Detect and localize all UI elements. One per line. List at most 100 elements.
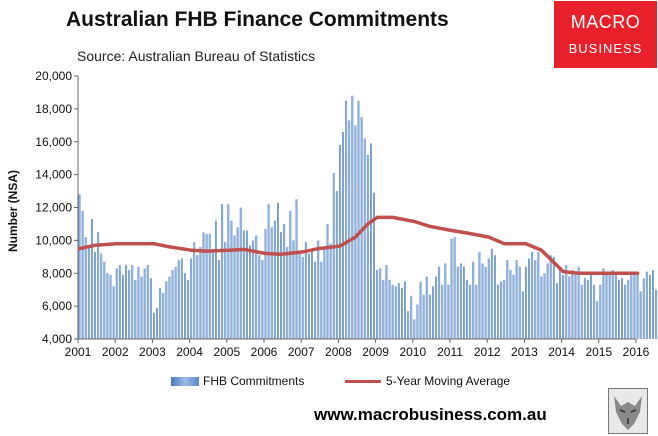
bar xyxy=(196,255,199,339)
legend-bar-swatch xyxy=(171,377,199,386)
bar xyxy=(245,230,248,339)
bar xyxy=(159,288,162,339)
logo-text-bottom: BUSINESS xyxy=(568,41,643,56)
chart-subtitle: Source: Australian Bureau of Statistics xyxy=(77,48,316,64)
x-tick-label: 2010 xyxy=(399,345,426,359)
x-tick-label: 2015 xyxy=(585,345,612,359)
bar xyxy=(466,279,469,339)
bar xyxy=(354,125,357,339)
bar xyxy=(187,279,190,339)
legend-label-fhb: FHB Commitments xyxy=(203,374,305,388)
bar xyxy=(521,291,524,339)
bar xyxy=(342,131,345,339)
bar xyxy=(571,269,574,339)
x-tick-label: 2012 xyxy=(474,345,501,359)
bar xyxy=(624,284,627,339)
bar xyxy=(599,284,602,339)
bar xyxy=(249,245,252,339)
y-tick-label: 18,000 xyxy=(35,102,72,116)
bar xyxy=(639,291,642,339)
x-tick-label: 2013 xyxy=(511,345,538,359)
bar xyxy=(286,246,289,339)
bar xyxy=(391,284,394,339)
bar xyxy=(441,284,444,339)
bar xyxy=(298,253,301,339)
bar xyxy=(329,243,332,339)
bar xyxy=(103,261,106,339)
bar xyxy=(143,268,146,339)
y-tick-label: 20,000 xyxy=(35,69,72,83)
bar xyxy=(528,258,531,339)
bar xyxy=(404,281,407,339)
bar xyxy=(419,281,422,339)
bar xyxy=(90,219,93,339)
bar xyxy=(555,283,558,339)
bar xyxy=(422,294,425,339)
bar xyxy=(301,256,304,339)
bar xyxy=(462,266,465,339)
bar xyxy=(397,283,400,339)
bar xyxy=(264,228,267,339)
bar xyxy=(351,95,354,339)
bar xyxy=(574,273,577,339)
bar xyxy=(121,274,124,339)
bar xyxy=(642,278,645,339)
bar xyxy=(276,202,279,339)
bar xyxy=(78,194,81,339)
bar xyxy=(385,265,388,339)
bar xyxy=(165,281,168,339)
bar xyxy=(407,311,410,339)
bar xyxy=(531,251,534,339)
bar xyxy=(270,227,273,339)
bar xyxy=(500,281,503,339)
bar xyxy=(199,246,202,339)
x-tick-label: 2008 xyxy=(325,345,352,359)
bar xyxy=(125,265,128,339)
bar xyxy=(453,237,456,339)
bar xyxy=(97,232,100,339)
bar xyxy=(552,256,555,339)
bar xyxy=(611,269,614,339)
bar xyxy=(106,273,109,339)
bar xyxy=(233,235,236,339)
bar xyxy=(481,263,484,339)
bar xyxy=(586,279,589,339)
line-series-group xyxy=(77,215,640,276)
y-tick-label: 8,000 xyxy=(42,266,72,280)
legend-label-average: 5-Year Moving Average xyxy=(386,374,511,388)
bar xyxy=(456,266,459,339)
bar xyxy=(379,268,382,339)
bar xyxy=(469,284,472,339)
bar xyxy=(183,273,186,339)
bar xyxy=(273,220,276,339)
legend-line-swatch xyxy=(345,380,381,383)
bar xyxy=(255,235,258,339)
bar xyxy=(524,266,527,339)
bar xyxy=(369,143,372,339)
bar xyxy=(515,260,518,339)
bar xyxy=(475,284,478,339)
bar xyxy=(289,210,292,339)
bar xyxy=(605,271,608,339)
bar xyxy=(335,191,338,339)
bar xyxy=(478,251,481,339)
bar xyxy=(509,269,512,339)
bar xyxy=(376,269,379,339)
bar xyxy=(131,265,134,339)
bar xyxy=(84,237,87,339)
bar xyxy=(450,238,453,339)
y-tick-label: 12,000 xyxy=(35,201,72,215)
bar xyxy=(602,268,605,339)
bar xyxy=(484,266,487,339)
bar xyxy=(357,100,360,339)
bar xyxy=(168,276,171,339)
bar xyxy=(472,261,475,339)
bar xyxy=(295,199,298,339)
bar xyxy=(81,210,84,339)
bar xyxy=(224,242,227,339)
bar xyxy=(549,255,552,339)
bar xyxy=(118,265,121,339)
bar xyxy=(636,274,639,339)
bar xyxy=(202,232,205,339)
bar xyxy=(140,276,143,339)
